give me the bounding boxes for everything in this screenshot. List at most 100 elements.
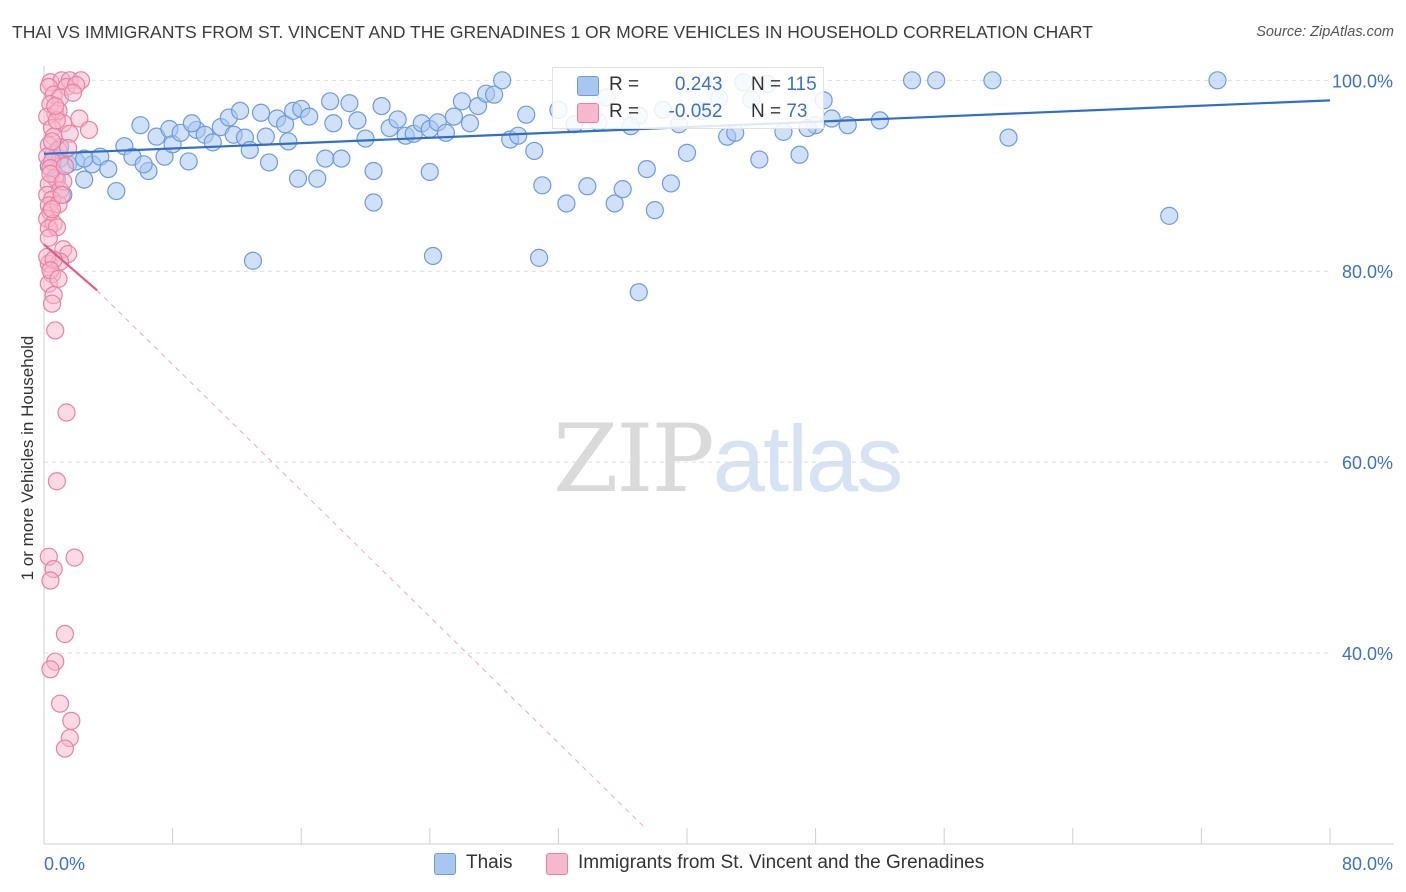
immigrants-point (62, 711, 81, 730)
tick-labels: 40.0% 60.0% 80.0% 100.0% 0.0% 80.0% (44, 71, 1393, 874)
thais-point (578, 177, 597, 196)
thais-point (324, 114, 343, 133)
immigrants-point (79, 120, 99, 140)
bottom-legend-swatch-blue (434, 853, 456, 875)
y-tick-label: 80.0% (1342, 262, 1393, 282)
immigrants-point (41, 660, 60, 679)
watermark-atlas: atlas (712, 406, 904, 511)
immigrants-point (55, 624, 74, 644)
thais-point (243, 251, 263, 270)
thais-point (902, 71, 922, 90)
immigrants-point (55, 157, 74, 176)
immigrants-point (39, 228, 58, 247)
immigrants-point (46, 321, 65, 340)
immigrants-point (42, 200, 62, 219)
thais-point (348, 111, 367, 130)
immigrants-point (63, 83, 83, 102)
thais-point (279, 132, 298, 151)
thais-point (493, 71, 512, 90)
y-tick-label: 60.0% (1342, 453, 1393, 473)
y-tick-label: 40.0% (1342, 644, 1393, 664)
immigrants-point (57, 403, 76, 422)
thais-point (517, 105, 536, 124)
thais-point (182, 114, 201, 133)
thais-point (629, 283, 648, 302)
immigrants-point (65, 548, 84, 567)
x-tick-label-min: 0.0% (44, 854, 85, 874)
thais-point (1160, 206, 1179, 225)
thais-point (259, 153, 279, 172)
thais-point (533, 176, 552, 195)
thais-point (423, 246, 443, 266)
immigrants-point (49, 269, 68, 288)
thais-point (452, 92, 472, 111)
thais-point (460, 114, 480, 133)
thais-point (75, 170, 94, 189)
immigrants-point (42, 294, 62, 313)
thais-point (251, 103, 271, 122)
thais-point (661, 174, 681, 193)
y-tick-label: 100.0% (1332, 71, 1393, 91)
immigrants-point (55, 739, 74, 758)
thais-point (300, 107, 319, 126)
bottom-legend-swatch-pink (546, 853, 568, 875)
thais-point (983, 71, 1002, 90)
thais-point (388, 110, 407, 129)
thais-point (256, 127, 275, 146)
thais-point (509, 126, 528, 145)
thais-point (677, 143, 697, 162)
thais-point (340, 94, 359, 113)
legend-swatch-blue (577, 76, 599, 96)
thais-point (288, 169, 308, 188)
thais-point (332, 149, 351, 168)
thais-point (444, 107, 464, 126)
bottom-legend-label-thais: Thais (466, 852, 513, 873)
thais-point (75, 149, 94, 168)
thais-point (372, 96, 391, 116)
thais-point (131, 116, 150, 135)
immigrants-point (46, 96, 65, 116)
thais-point (179, 152, 198, 171)
pink-trend-dashed (96, 289, 648, 831)
legend-r-label: R = (609, 74, 640, 95)
thais-point (107, 181, 126, 201)
immigrants-point (52, 185, 71, 204)
legend-n-label: N = (750, 101, 782, 122)
thais-point (750, 150, 769, 169)
thais-point (276, 115, 295, 134)
watermark: ZIPatlas (553, 405, 904, 514)
thais-point (231, 101, 250, 120)
watermark-zip: ZIP (553, 405, 715, 514)
immigrants-trend-line (43, 243, 98, 292)
pink-trend-extension (96, 289, 648, 831)
thais-point (420, 162, 439, 182)
immigrants-point (47, 472, 66, 491)
thais-point (203, 133, 222, 152)
axes (43, 66, 1394, 845)
thais-point (99, 159, 118, 179)
thais-point (613, 180, 632, 199)
chart-title: THAI VS IMMIGRANTS FROM ST. VINCENT AND … (12, 22, 1093, 42)
thais-point (790, 145, 809, 164)
thais-point (436, 123, 455, 142)
thais-point (321, 92, 340, 111)
thais-point (999, 128, 1018, 147)
thais-point (485, 85, 504, 104)
grid-lines (44, 79, 1330, 654)
x-tick-label-max: 80.0% (1342, 854, 1393, 874)
thais-point (822, 109, 841, 128)
thais-point (637, 159, 656, 179)
legend-r-value-immigrants: -0.052 (668, 101, 723, 122)
thais-point (1208, 71, 1227, 90)
thais-point (356, 129, 375, 148)
thais-point (364, 161, 383, 181)
thais-point (530, 248, 549, 267)
thais-point (927, 71, 946, 90)
thais-point (557, 194, 576, 213)
thais-point (525, 141, 544, 161)
legend-swatch-pink (577, 103, 599, 123)
thais-point (134, 155, 153, 174)
thais-point (645, 201, 664, 220)
legend-n-label: N = (750, 74, 782, 95)
